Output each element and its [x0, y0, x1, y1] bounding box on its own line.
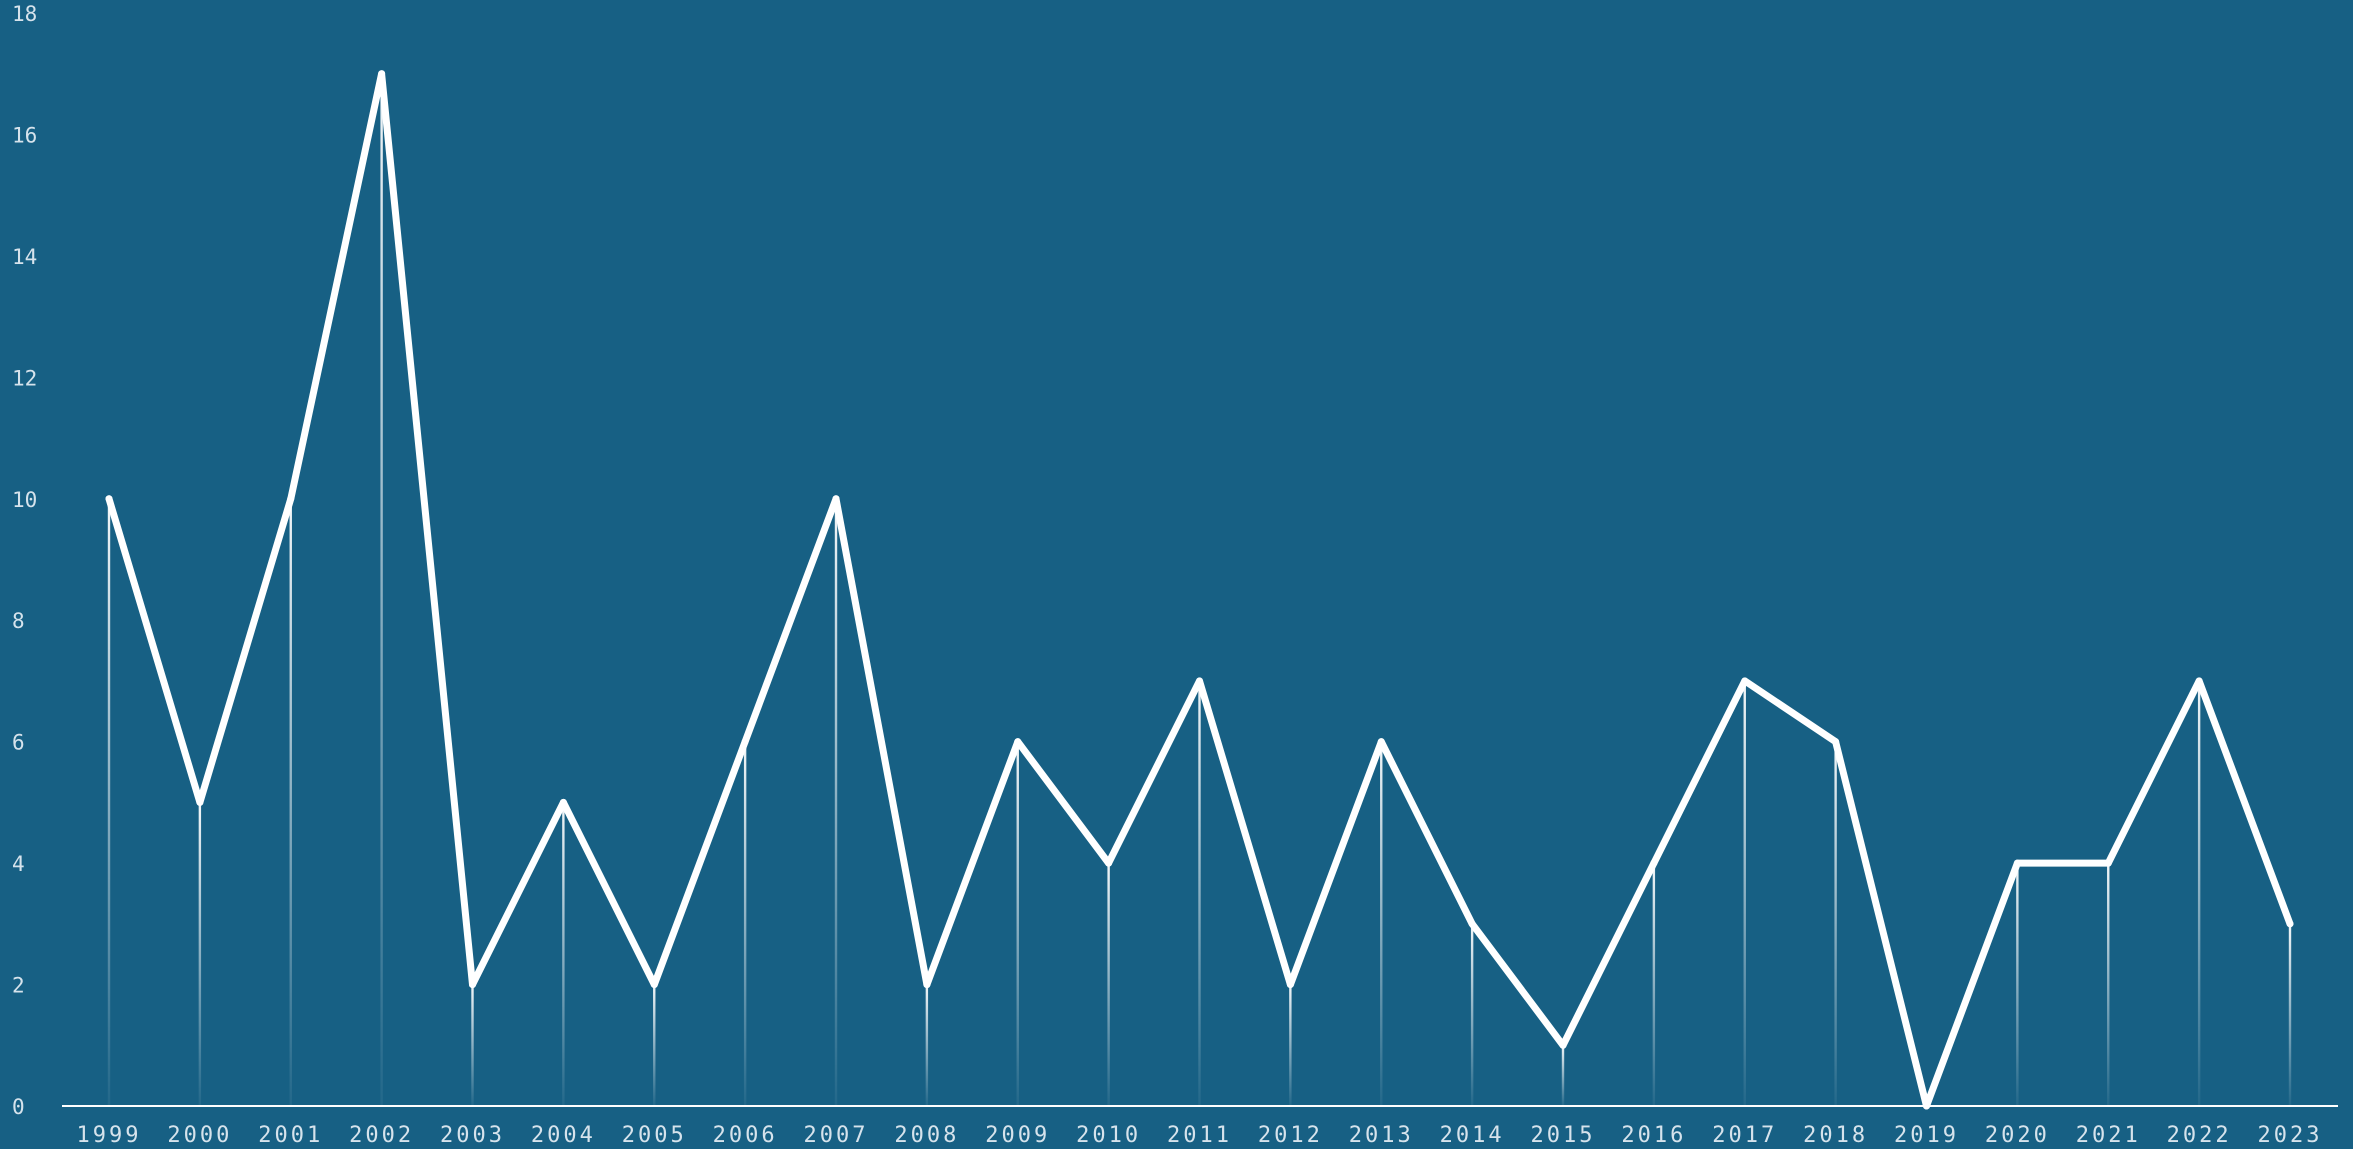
drop-line-1999: [107, 498, 111, 1106]
data-point-2003: [469, 981, 476, 989]
data-point-2001: [287, 495, 295, 503]
data-point-2006: [741, 738, 749, 746]
drop-line-2005: [653, 984, 656, 1106]
drop-line-2013: [1380, 741, 1383, 1106]
drop-line-2004: [562, 802, 565, 1106]
x-tick-label: 2005: [622, 1123, 687, 1148]
y-tick-label: 4: [12, 852, 25, 876]
drop-line-2023: [2288, 923, 2292, 1106]
x-tick-label: 2016: [1621, 1123, 1686, 1148]
x-tick-label: 2008: [894, 1123, 959, 1148]
data-point-2000: [196, 798, 204, 806]
drop-line-2009: [1016, 741, 1019, 1106]
x-tick-label: 2021: [2076, 1123, 2141, 1148]
x-tick-label: 2012: [1258, 1123, 1323, 1148]
x-tick-label: 2009: [985, 1123, 1050, 1148]
drop-line-2022: [2197, 680, 2201, 1106]
drop-line-2010: [1107, 863, 1110, 1106]
data-point-2008: [923, 981, 931, 989]
x-tick-label: 2006: [713, 1123, 778, 1148]
data-point-2020: [2013, 859, 2021, 867]
x-tick-label: 2000: [167, 1123, 232, 1148]
drop-line-2018: [1834, 741, 1837, 1106]
y-tick-label: 16: [12, 123, 37, 147]
x-tick-label: 2018: [1803, 1123, 1868, 1148]
x-tick-label: 2020: [1985, 1123, 2050, 1148]
data-point-2023: [2286, 920, 2294, 928]
drop-line-2016: [1652, 863, 1656, 1106]
data-point-2007: [832, 495, 840, 503]
data-point-2002: [378, 70, 386, 78]
x-tick-label: 2010: [1076, 1123, 1141, 1148]
y-tick-label: 0: [12, 1095, 25, 1119]
data-point-2011: [1196, 677, 1203, 685]
y-tick-label: 14: [12, 245, 37, 269]
y-tick-label: 10: [12, 488, 37, 512]
x-tick-label: 2011: [1167, 1123, 1232, 1148]
x-tick-label: 2022: [2167, 1123, 2232, 1148]
drop-line-2008: [925, 984, 929, 1106]
data-point-2019: [1923, 1102, 1930, 1110]
data-point-2017: [1741, 677, 1749, 685]
data-point-2013: [1377, 738, 1385, 746]
data-point-2009: [1014, 738, 1022, 746]
drop-line-2007: [834, 498, 838, 1106]
data-point-2022: [2195, 677, 2203, 685]
drop-line-2021: [2107, 863, 2110, 1106]
drop-line-2000: [198, 802, 202, 1106]
drop-line-2011: [1198, 680, 1201, 1106]
data-point-1999: [105, 495, 113, 503]
y-tick-label: 18: [12, 2, 37, 26]
x-tick-label: 2019: [1894, 1123, 1959, 1148]
x-tick-label: 2004: [531, 1123, 596, 1148]
y-tick-label: 2: [12, 974, 25, 998]
y-tick-label: 12: [12, 366, 37, 390]
drop-line-2001: [289, 498, 292, 1106]
x-tick-label: 2007: [804, 1123, 869, 1148]
data-point-2018: [1832, 738, 1840, 746]
data-point-2021: [2104, 859, 2112, 867]
drop-line-2012: [1289, 984, 1292, 1106]
x-tick-label: 2014: [1440, 1123, 1505, 1148]
drop-line-2003: [471, 984, 474, 1106]
drop-lines: [107, 73, 2292, 1107]
data-point-2004: [559, 798, 567, 806]
drop-line-2015: [1561, 1045, 1565, 1106]
y-axis-ticks: 0 2 4 6 8 10 12 14 16 18: [12, 2, 37, 1119]
data-point-2015: [1559, 1041, 1567, 1049]
data-point-2016: [1650, 859, 1658, 867]
data-point-2012: [1286, 981, 1294, 989]
drop-line-2017: [1743, 680, 1746, 1106]
data-point-2005: [650, 981, 658, 989]
y-tick-label: 8: [12, 609, 25, 633]
drop-line-2014: [1470, 923, 1474, 1106]
drop-line-2020: [2016, 863, 2019, 1106]
x-tick-label: 2015: [1531, 1123, 1596, 1148]
data-point-2014: [1468, 920, 1476, 928]
x-tick-label: 2001: [258, 1123, 323, 1148]
x-tick-label: 2013: [1349, 1123, 1414, 1148]
x-tick-label: 2002: [349, 1123, 414, 1148]
drop-line-2002: [380, 73, 383, 1107]
data-point-2010: [1105, 859, 1113, 867]
x-tick-label: 2003: [440, 1123, 505, 1148]
data-points: [105, 70, 2294, 1110]
x-tick-label: 2023: [2258, 1123, 2323, 1148]
x-tick-label: 1999: [77, 1123, 142, 1148]
x-axis-ticks: 1999 2000 2001 2002 2003 2004 2005 2006 2007 2008…: [77, 1123, 2323, 1148]
y-tick-label: 6: [12, 731, 25, 755]
x-tick-label: 2017: [1712, 1123, 1777, 1148]
drop-line-2006: [743, 741, 747, 1106]
